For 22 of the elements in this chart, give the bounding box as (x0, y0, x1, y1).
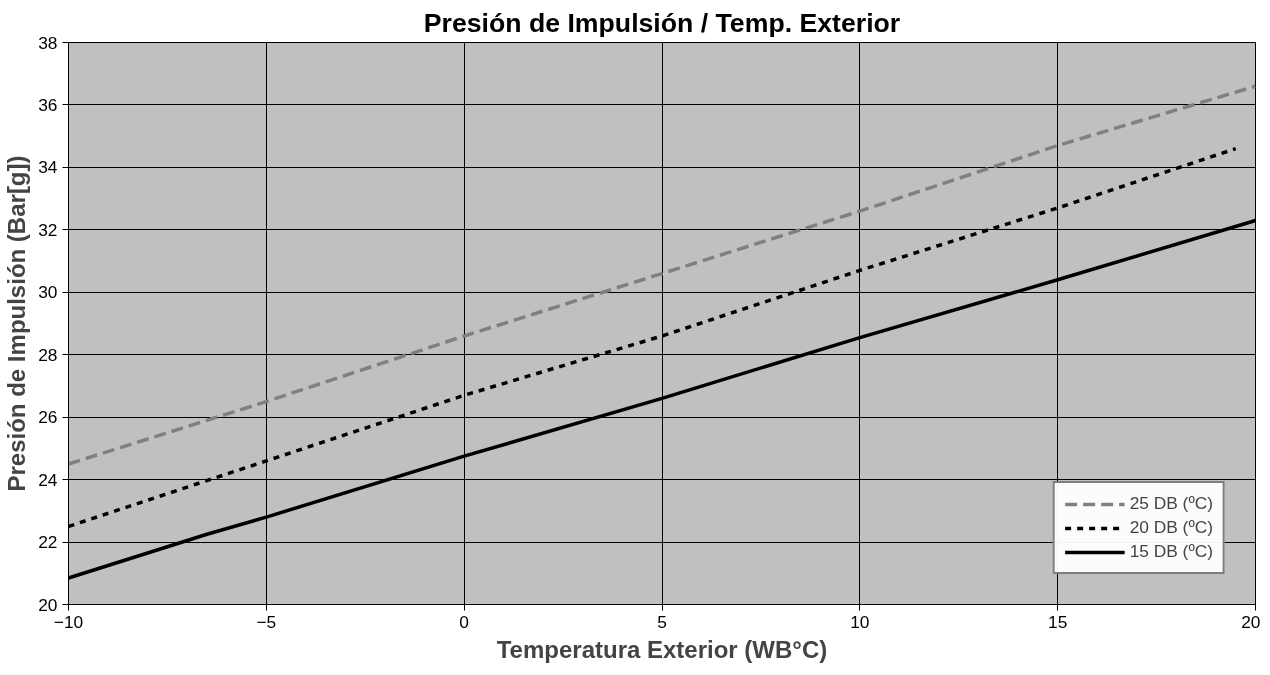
x-tick-label: −5 (256, 611, 277, 632)
y-axis-title: Presión de Impulsión (Bar[g]) (3, 155, 31, 492)
y-tick-label: 36 (38, 94, 58, 115)
x-tick-label: 15 (1048, 611, 1068, 632)
y-tick-label: 26 (38, 407, 58, 428)
line-series (68, 84, 1256, 466)
x-tick-label: 20 (1241, 611, 1261, 632)
legend-label: 25 DB (ºC) (1129, 493, 1213, 514)
x-tick-label: 0 (459, 611, 469, 632)
y-tick-label: 30 (38, 282, 58, 303)
y-tick-label: 22 (38, 532, 58, 553)
legend-label: 15 DB (ºC) (1129, 541, 1213, 562)
x-tick-label: 10 (850, 611, 870, 632)
y-tick-label: 34 (38, 157, 58, 178)
y-tick-label: 32 (38, 219, 58, 240)
x-tick-label: 5 (657, 611, 667, 632)
y-tick-label: 24 (38, 469, 58, 490)
y-tick-label: 38 (38, 32, 58, 53)
y-tick-label: 28 (38, 344, 58, 365)
chart-title: Presión de Impulsión / Temp. Exterior (423, 7, 901, 38)
x-axis-title: Temperatura Exterior (WB°C) (496, 635, 828, 663)
legend-label: 20 DB (ºC) (1129, 517, 1213, 538)
